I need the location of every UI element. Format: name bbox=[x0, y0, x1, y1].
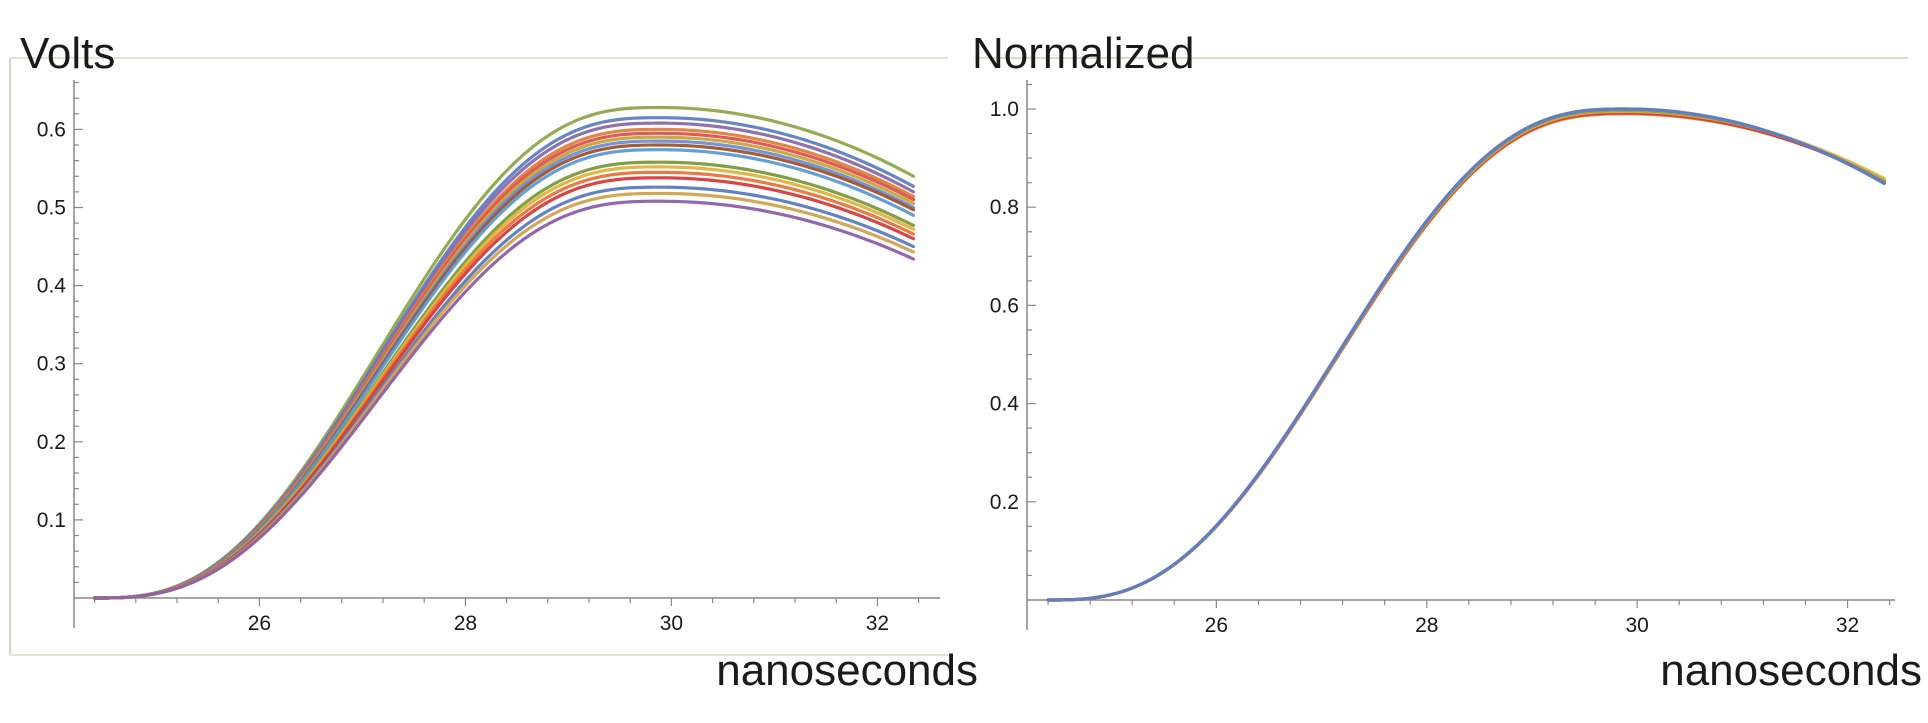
y-tick-label: 0.4 bbox=[990, 393, 1020, 416]
y-tick-label: 0.2 bbox=[990, 491, 1019, 514]
right-xlabel: nanoseconds bbox=[1660, 646, 1922, 695]
x-tick-label: 26 bbox=[248, 612, 271, 635]
y-tick-label: 0.3 bbox=[37, 353, 66, 376]
y-tick-label: 0.5 bbox=[37, 197, 66, 220]
x-tick-label: 30 bbox=[1625, 614, 1648, 637]
series-line bbox=[1046, 108, 1886, 602]
x-tick-label: 32 bbox=[1836, 614, 1859, 637]
series-line bbox=[93, 199, 916, 600]
series-line bbox=[1046, 109, 1886, 602]
series-line bbox=[93, 143, 916, 600]
y-tick-label: 0.1 bbox=[37, 509, 66, 532]
series-line bbox=[1046, 111, 1886, 602]
y-tick-label: 0.2 bbox=[37, 431, 66, 454]
right-series bbox=[1046, 107, 1886, 602]
y-tick-label: 0.8 bbox=[990, 196, 1019, 219]
left-axes: 0.1 0.2 0.3 0.4 0.5 0.6 26 28 30 32 bbox=[37, 80, 940, 635]
y-tick-label: 0.4 bbox=[37, 275, 67, 298]
x-tick-label: 28 bbox=[1415, 614, 1438, 637]
series-line bbox=[1046, 107, 1886, 602]
y-tick-label: 0.6 bbox=[990, 294, 1019, 317]
left-xlabel: nanoseconds bbox=[716, 646, 978, 695]
right-ylabel: Normalized bbox=[972, 29, 1195, 78]
left-panel: 0.1 0.2 0.3 0.4 0.5 0.6 26 28 30 32 Volts nanosec… bbox=[9, 29, 978, 695]
y-tick-label: 1.0 bbox=[990, 98, 1019, 121]
x-tick-label: 32 bbox=[866, 612, 889, 635]
left-series bbox=[93, 105, 916, 600]
left-ylabel: Volts bbox=[20, 29, 115, 78]
x-tick-label: 30 bbox=[660, 612, 683, 635]
right-panel: 0.2 0.4 0.6 0.8 1.0 26 28 30 32 Normalized nanos… bbox=[972, 29, 1922, 695]
y-tick-label: 0.6 bbox=[37, 118, 66, 141]
x-tick-label: 26 bbox=[1205, 614, 1228, 637]
series-line bbox=[1046, 107, 1886, 602]
x-tick-label: 28 bbox=[454, 612, 477, 635]
series-line bbox=[1046, 112, 1886, 602]
right-axes: 0.2 0.4 0.6 0.8 1.0 26 28 30 32 bbox=[990, 80, 1895, 637]
